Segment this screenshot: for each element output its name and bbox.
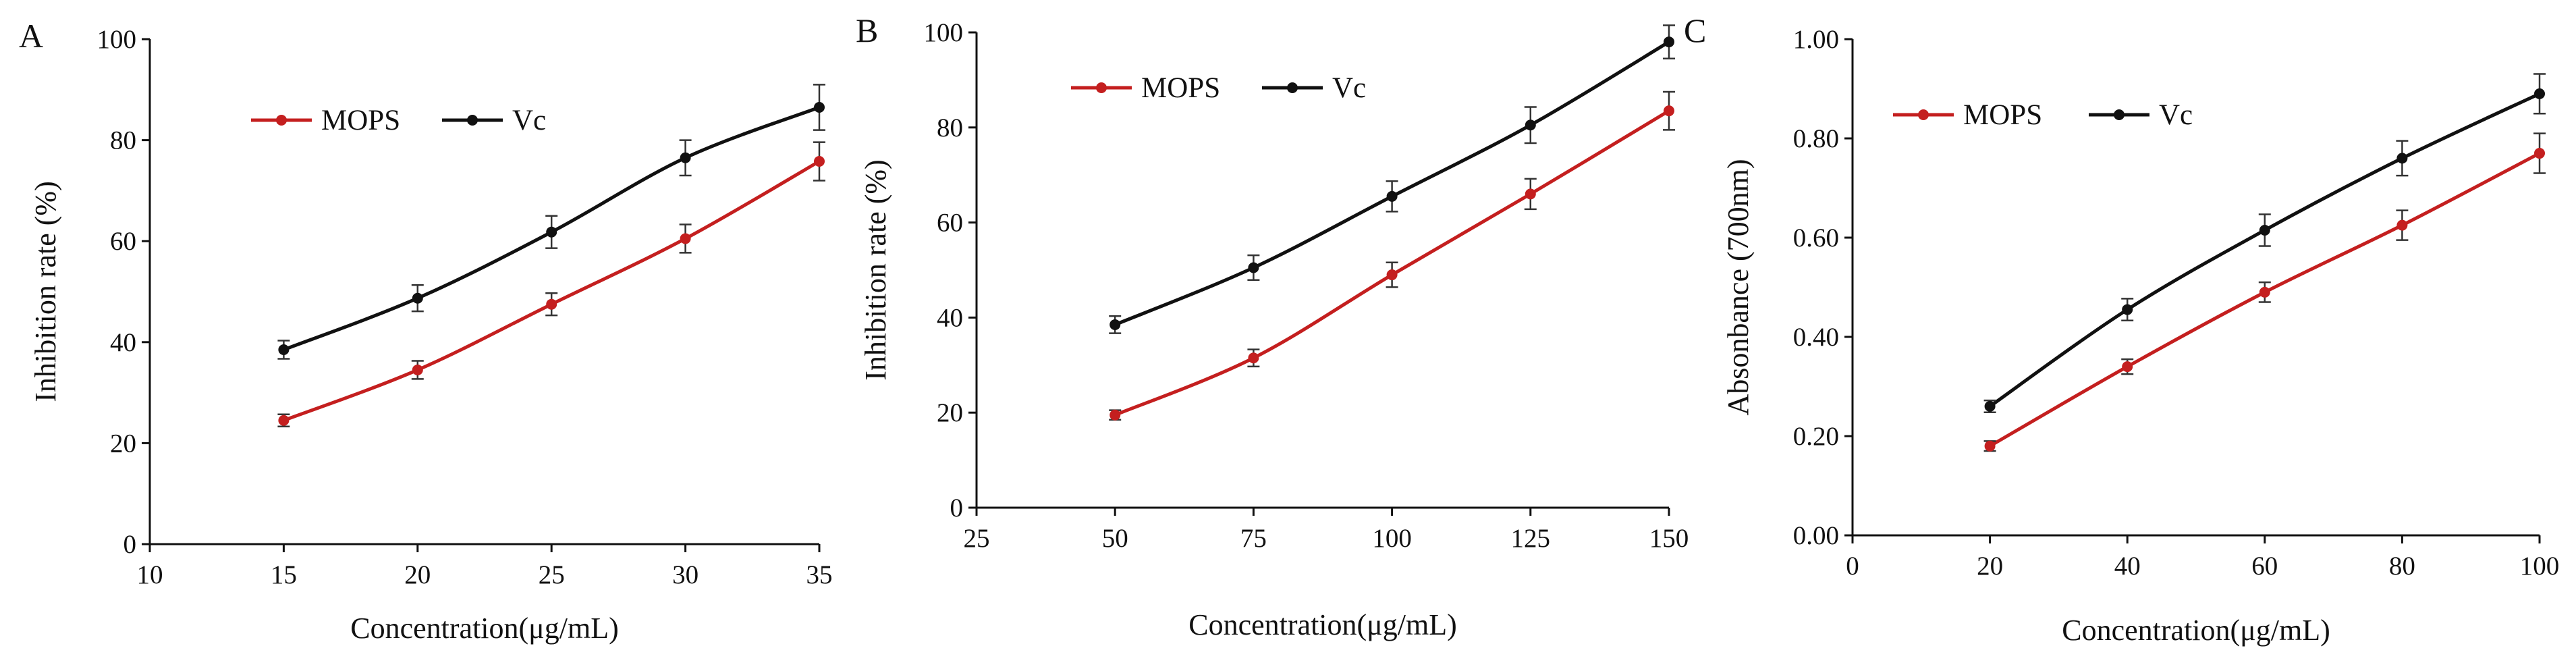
legend-marker (276, 115, 287, 126)
data-point-vc (1109, 319, 1121, 330)
x-tick-label: 30 (672, 560, 698, 589)
y-tick-label: 0.00 (1793, 521, 1839, 550)
x-tick-label: 35 (806, 560, 833, 589)
data-point-vc (1386, 190, 1398, 202)
data-point-vc (2534, 88, 2545, 99)
x-axis-title: Concentration(μg/mL) (2062, 614, 2330, 647)
data-point-vc (412, 292, 423, 304)
y-tick-label: 60 (110, 227, 136, 256)
y-tick-label: 20 (110, 429, 136, 458)
y-tick-label: 80 (110, 126, 136, 155)
data-point-mops (278, 415, 290, 426)
data-point-vc (1664, 36, 1674, 48)
legend-marker (1287, 82, 1298, 93)
y-tick-label: 0 (950, 493, 964, 523)
chart-panel-c: C 0.00 0.20 0.40 0.60 0.80 1.00 0 20 40 60 80 100 Con… (1684, 11, 2559, 647)
data-point-vc (2396, 153, 2408, 164)
legend: MOPS Vc (1893, 99, 2193, 131)
y-tick-label: 60 (937, 209, 963, 238)
y-tick-label: 20 (937, 398, 963, 427)
legend-marker (467, 115, 478, 126)
y-tick-label: 0 (124, 530, 137, 559)
data-point-mops (1984, 440, 1996, 452)
y-tick-label: 0.60 (1793, 223, 1839, 252)
legend-marker (2114, 109, 2125, 120)
x-axis-title: Concentration(μg/mL) (350, 612, 618, 645)
data-point-vc (278, 344, 290, 356)
legend-label: MOPS (1963, 99, 2042, 131)
data-point-mops (1109, 409, 1121, 421)
x-tick-label: 25 (964, 524, 990, 553)
panel-letter: A (19, 17, 43, 55)
data-point-vc (1984, 400, 1996, 412)
y-tick-label: 40 (937, 303, 963, 332)
panel-letter: C (1684, 11, 1706, 49)
data-point-mops (1248, 352, 1259, 364)
y-tick-label: 0.80 (1793, 124, 1839, 153)
x-tick-label: 10 (137, 560, 163, 589)
y-tick-label: 100 (924, 18, 964, 47)
data-point-vc (1525, 119, 1536, 131)
data-point-vc (814, 101, 825, 113)
x-axis-title: Concentration(μg/mL) (1188, 608, 1456, 641)
data-point-mops (1386, 269, 1398, 281)
legend: MOPS Vc (251, 105, 546, 136)
data-point-vc (1248, 262, 1259, 273)
y-tick-label: 100 (97, 25, 137, 54)
legend-marker (1096, 82, 1107, 93)
legend-label: Vc (512, 105, 546, 136)
x-tick-label: 25 (539, 560, 565, 589)
x-tick-label: 50 (1102, 524, 1128, 553)
x-tick-label: 100 (2520, 552, 2560, 581)
y-tick-label: 0.40 (1793, 323, 1839, 352)
data-point-vc (546, 226, 557, 238)
x-tick-label: 100 (1372, 524, 1412, 553)
y-axis-title: Inhibition rate (%) (29, 181, 62, 402)
data-point-mops (2396, 219, 2408, 231)
legend: MOPS Vc (1071, 72, 1366, 104)
legend-label: MOPS (1141, 72, 1220, 104)
x-tick-label: 20 (1977, 552, 2003, 581)
panel-letter: B (856, 11, 878, 49)
x-tick-label: 150 (1649, 524, 1689, 553)
x-tick-label: 75 (1240, 524, 1267, 553)
data-point-mops (2534, 148, 2545, 159)
legend-marker (1918, 109, 1929, 120)
series-line-mops (283, 159, 821, 423)
y-tick-label: 80 (937, 113, 963, 142)
legend-label: Vc (2159, 99, 2193, 131)
data-point-mops (1664, 105, 1674, 117)
legend-label: MOPS (321, 105, 400, 136)
data-point-mops (814, 156, 825, 167)
y-tick-label: 0.20 (1793, 422, 1839, 451)
data-point-mops (412, 364, 423, 375)
data-point-vc (2122, 304, 2133, 315)
data-point-mops (680, 233, 691, 244)
x-tick-label: 0 (1846, 552, 1859, 581)
y-tick-label: 1.00 (1793, 25, 1839, 54)
data-point-vc (2259, 224, 2270, 236)
y-tick-label: 40 (110, 328, 136, 357)
chart-panel-b: B 0 20 40 60 80 100 25 50 75 100 125 150 Concentratio… (856, 11, 1689, 641)
x-tick-label: 80 (2389, 552, 2415, 581)
x-tick-label: 15 (271, 560, 297, 589)
data-point-mops (2259, 286, 2270, 298)
x-tick-label: 125 (1511, 524, 1551, 553)
legend-label: Vc (1332, 72, 1366, 104)
series-line-vc (1989, 92, 2541, 408)
x-tick-label: 20 (404, 560, 431, 589)
data-point-mops (2122, 361, 2133, 373)
y-axis-title: Absonbance (700nm) (1722, 159, 1755, 415)
data-point-mops (546, 298, 557, 310)
data-point-mops (1525, 188, 1536, 200)
x-tick-label: 40 (2114, 552, 2141, 581)
chart-panel-a: A 0 20 40 60 80 100 10 15 20 25 30 35 Concentration(μ… (19, 17, 833, 645)
x-tick-label: 60 (2251, 552, 2278, 581)
y-axis-title: Inhibition rate (%) (859, 159, 892, 380)
data-point-vc (680, 152, 691, 163)
